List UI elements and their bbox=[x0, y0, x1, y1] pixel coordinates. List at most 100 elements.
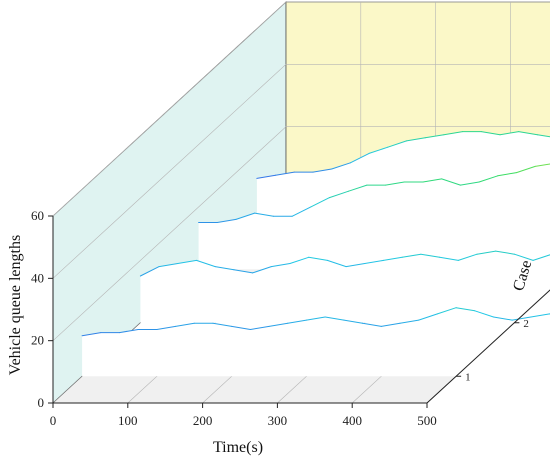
series-segment bbox=[156, 325, 177, 330]
series-segment bbox=[308, 256, 328, 261]
series-segment bbox=[516, 165, 536, 174]
x-tick-label-0: 0 bbox=[50, 413, 57, 428]
series-segment bbox=[214, 266, 235, 271]
series-segment bbox=[368, 146, 389, 154]
series-segment bbox=[177, 259, 197, 264]
series-segment bbox=[252, 266, 272, 274]
series-segment bbox=[399, 319, 420, 324]
series-segment bbox=[380, 322, 401, 327]
series-segment bbox=[439, 256, 459, 261]
y-axis-title: Vehicle queue lengths bbox=[7, 235, 24, 375]
series-segment bbox=[119, 329, 139, 334]
series-segment bbox=[256, 174, 277, 179]
series-segment bbox=[418, 313, 438, 321]
series-segment bbox=[306, 316, 326, 321]
y-tick-label-60: 60 bbox=[31, 208, 44, 223]
x-tick-label-500: 500 bbox=[417, 413, 437, 428]
series-case-2 bbox=[139, 250, 550, 323]
series-segment bbox=[385, 181, 405, 186]
series-segment bbox=[518, 131, 538, 136]
series-segment bbox=[534, 163, 550, 167]
series-segment bbox=[196, 259, 216, 268]
grid-line-y-20 bbox=[52, 126, 550, 341]
series-segment bbox=[287, 319, 307, 324]
series-segment bbox=[289, 256, 310, 264]
series-segment bbox=[331, 162, 351, 170]
series-segment bbox=[216, 218, 237, 223]
case-tick-label-2: 2 bbox=[523, 318, 529, 330]
x-tick-label-300: 300 bbox=[268, 413, 288, 428]
series-segment bbox=[268, 322, 289, 327]
series-segment bbox=[383, 256, 403, 261]
series-segment bbox=[212, 322, 233, 327]
series-segment bbox=[513, 253, 534, 261]
series-segment bbox=[478, 175, 499, 183]
series-segment bbox=[441, 178, 461, 186]
series-segment bbox=[495, 250, 515, 255]
series-segment bbox=[139, 266, 160, 277]
case-tick-label-1: 1 bbox=[465, 371, 471, 383]
series-segment bbox=[493, 316, 513, 321]
series-segment bbox=[345, 263, 366, 268]
series-segment bbox=[499, 131, 520, 136]
grid-line-y-60 bbox=[52, 1, 550, 217]
series-group bbox=[81, 131, 550, 377]
series-segment bbox=[532, 254, 550, 261]
x-tick-label-100: 100 bbox=[118, 413, 138, 428]
series-segment bbox=[457, 253, 478, 261]
series-segment bbox=[362, 322, 382, 327]
series-segment bbox=[387, 140, 407, 148]
series-segment bbox=[497, 172, 517, 177]
series-segment bbox=[511, 316, 532, 321]
series-segment bbox=[231, 325, 251, 330]
series-segment bbox=[536, 134, 550, 138]
series-segment bbox=[270, 263, 291, 268]
series-segment bbox=[291, 206, 312, 217]
series-segment bbox=[422, 178, 443, 183]
series-case-3 bbox=[198, 163, 550, 270]
series-curtain-case-1 bbox=[82, 307, 550, 377]
y-tick-label-0: 0 bbox=[38, 395, 45, 410]
series-segment bbox=[476, 250, 497, 255]
series-segment bbox=[324, 316, 345, 321]
x-tick-label-400: 400 bbox=[342, 413, 362, 428]
series-segment bbox=[275, 171, 295, 176]
series-segment bbox=[312, 168, 333, 173]
x-axis-title: Time(s) bbox=[213, 439, 263, 456]
series-segment bbox=[443, 131, 464, 136]
series-segment bbox=[175, 322, 195, 327]
series-segment bbox=[406, 137, 426, 142]
y-tick-label-40: 40 bbox=[31, 270, 44, 285]
x-tick-label-200: 200 bbox=[193, 413, 213, 428]
series-segment bbox=[530, 313, 550, 318]
series-segment bbox=[459, 181, 480, 186]
series-segment bbox=[424, 134, 445, 139]
series-segment bbox=[329, 190, 349, 199]
series-segment bbox=[235, 212, 256, 220]
series-case-1 bbox=[81, 307, 550, 377]
series-segment bbox=[474, 310, 494, 318]
series-segment bbox=[349, 152, 370, 164]
series-curtain-case-2 bbox=[140, 251, 550, 323]
grid-line-y-40 bbox=[52, 64, 550, 279]
series-segment bbox=[310, 197, 330, 208]
series-segment bbox=[254, 212, 274, 217]
series-segment bbox=[347, 184, 368, 192]
series-segment bbox=[343, 319, 364, 324]
series-segment bbox=[401, 253, 422, 258]
series-segment bbox=[81, 332, 102, 337]
case-axis-line bbox=[426, 289, 550, 404]
axes-group: 010020030040050002040601234 bbox=[31, 208, 550, 428]
series-segment bbox=[480, 131, 501, 136]
y-tick-label-20: 20 bbox=[31, 333, 44, 348]
series-segment bbox=[249, 325, 270, 330]
series-segment bbox=[455, 307, 476, 312]
series-segment bbox=[420, 253, 441, 258]
series-curtain-case-3 bbox=[198, 163, 550, 270]
series-segment bbox=[436, 307, 457, 315]
series-segment bbox=[233, 269, 254, 274]
series-segment bbox=[364, 259, 384, 264]
series-segment bbox=[326, 259, 347, 268]
series-segment bbox=[158, 263, 179, 268]
